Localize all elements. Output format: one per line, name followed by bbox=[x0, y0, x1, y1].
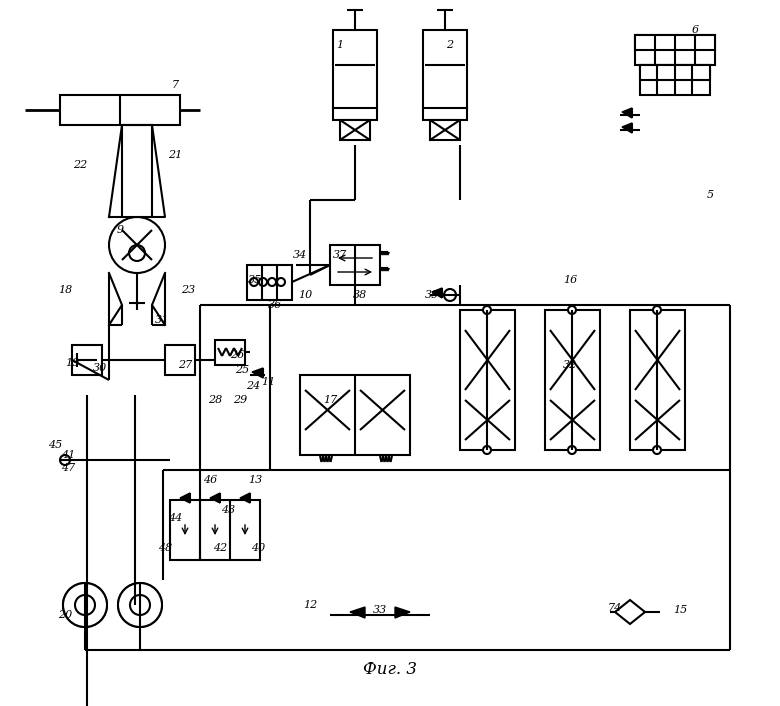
Text: 43: 43 bbox=[221, 505, 235, 515]
Circle shape bbox=[483, 446, 491, 454]
Polygon shape bbox=[350, 607, 365, 618]
Text: 40: 40 bbox=[251, 543, 265, 553]
Circle shape bbox=[568, 306, 576, 314]
Bar bbox=[630, 310, 685, 450]
Circle shape bbox=[277, 278, 285, 286]
Bar bbox=[635, 35, 715, 65]
Bar bbox=[300, 375, 410, 455]
Text: 48: 48 bbox=[158, 543, 172, 553]
Text: 45: 45 bbox=[48, 440, 62, 450]
Text: 41: 41 bbox=[61, 450, 75, 460]
Text: 10: 10 bbox=[298, 290, 312, 300]
Circle shape bbox=[63, 583, 107, 627]
Bar bbox=[60, 95, 180, 125]
Text: 18: 18 bbox=[58, 285, 72, 295]
Text: 2: 2 bbox=[446, 40, 453, 50]
Bar bbox=[635, 35, 715, 50]
Polygon shape bbox=[180, 493, 190, 503]
Bar bbox=[330, 245, 380, 285]
Circle shape bbox=[250, 278, 258, 286]
Text: 46: 46 bbox=[203, 475, 217, 485]
Bar bbox=[430, 120, 460, 140]
Text: 7: 7 bbox=[172, 80, 179, 90]
Text: 25: 25 bbox=[235, 365, 249, 375]
Bar bbox=[333, 30, 377, 110]
Text: 37: 37 bbox=[333, 250, 347, 260]
Polygon shape bbox=[622, 123, 632, 133]
Bar bbox=[215, 340, 245, 365]
Text: 31: 31 bbox=[155, 315, 169, 325]
Circle shape bbox=[568, 446, 576, 454]
Text: 47: 47 bbox=[61, 463, 75, 473]
Circle shape bbox=[129, 245, 145, 261]
Circle shape bbox=[483, 306, 491, 314]
Bar bbox=[545, 310, 600, 450]
Text: 9: 9 bbox=[116, 225, 123, 235]
Circle shape bbox=[653, 446, 661, 454]
Polygon shape bbox=[210, 493, 220, 503]
Circle shape bbox=[118, 583, 162, 627]
Circle shape bbox=[444, 289, 456, 301]
Bar bbox=[170, 500, 260, 560]
Text: 6: 6 bbox=[691, 25, 699, 35]
Bar bbox=[247, 265, 292, 300]
Bar bbox=[333, 108, 377, 120]
Text: 29: 29 bbox=[233, 395, 247, 405]
Text: 27: 27 bbox=[178, 360, 192, 370]
Text: 11: 11 bbox=[261, 377, 275, 387]
Text: 16: 16 bbox=[563, 275, 577, 285]
Polygon shape bbox=[622, 108, 632, 118]
Text: 17: 17 bbox=[323, 395, 337, 405]
Text: 36: 36 bbox=[268, 300, 282, 310]
Text: 28: 28 bbox=[208, 395, 222, 405]
Text: 13: 13 bbox=[248, 475, 262, 485]
Text: 19: 19 bbox=[65, 358, 79, 368]
Bar bbox=[165, 345, 195, 375]
Text: 23: 23 bbox=[181, 285, 195, 295]
Text: 20: 20 bbox=[58, 610, 72, 620]
Text: 34: 34 bbox=[292, 250, 307, 260]
Circle shape bbox=[653, 306, 661, 314]
Bar bbox=[460, 310, 515, 450]
Text: 30: 30 bbox=[93, 363, 107, 373]
Polygon shape bbox=[615, 600, 645, 624]
Circle shape bbox=[118, 583, 162, 627]
Bar bbox=[640, 65, 710, 80]
Bar bbox=[640, 65, 710, 95]
Text: 26: 26 bbox=[230, 350, 244, 360]
Text: 32: 32 bbox=[563, 360, 577, 370]
Text: 24: 24 bbox=[246, 381, 260, 391]
Bar bbox=[72, 345, 102, 375]
Polygon shape bbox=[240, 493, 250, 503]
Circle shape bbox=[268, 278, 276, 286]
Text: 74: 74 bbox=[608, 603, 622, 613]
Text: 5: 5 bbox=[707, 190, 714, 200]
Text: 33: 33 bbox=[373, 605, 387, 615]
Text: 42: 42 bbox=[213, 543, 227, 553]
Polygon shape bbox=[432, 288, 442, 298]
Text: 44: 44 bbox=[168, 513, 182, 523]
Text: 15: 15 bbox=[673, 605, 687, 615]
Circle shape bbox=[130, 595, 150, 615]
Text: 22: 22 bbox=[73, 160, 87, 170]
Text: 1: 1 bbox=[336, 40, 343, 50]
Text: 35: 35 bbox=[248, 275, 262, 285]
Bar bbox=[423, 108, 467, 120]
Text: 38: 38 bbox=[353, 290, 367, 300]
Circle shape bbox=[63, 583, 107, 627]
Text: 39: 39 bbox=[425, 290, 439, 300]
Polygon shape bbox=[252, 368, 263, 378]
Circle shape bbox=[109, 217, 165, 273]
Text: Фиг. 3: Фиг. 3 bbox=[363, 662, 417, 678]
Circle shape bbox=[259, 278, 267, 286]
Text: 21: 21 bbox=[168, 150, 182, 160]
Circle shape bbox=[75, 595, 95, 615]
Bar bbox=[340, 120, 370, 140]
Polygon shape bbox=[395, 607, 410, 618]
Bar bbox=[423, 30, 467, 110]
Text: 12: 12 bbox=[303, 600, 317, 610]
Circle shape bbox=[60, 455, 70, 465]
